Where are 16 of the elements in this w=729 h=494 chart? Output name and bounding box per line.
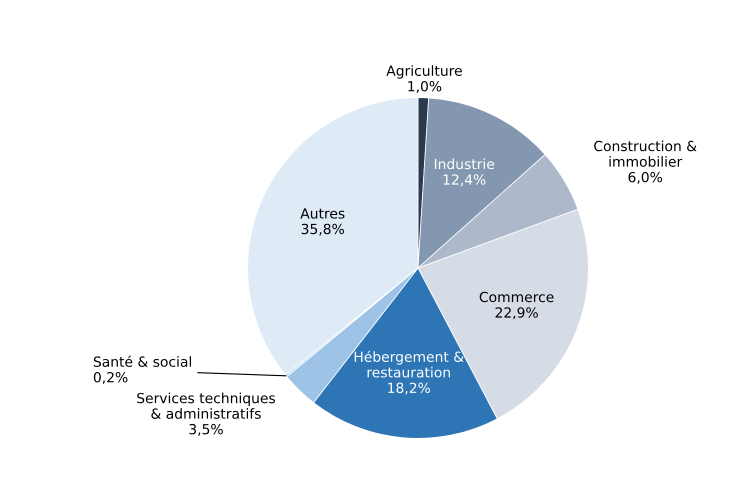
slice-label: Autres [300,208,344,219]
data-label: 18,2% [388,382,430,395]
data-label: 3,5% [189,424,223,436]
data-label: 0,2% [94,372,128,384]
data-label: 22,9% [496,307,538,320]
data-label: 6,0% [628,172,662,184]
slice-label: Agriculture [386,65,462,79]
slice-label: Santé & social [94,356,191,367]
slice-label: Hébergement & restauration [354,350,464,378]
data-label: 1,0% [408,80,442,93]
slice-label: Commerce [480,292,554,302]
data-label: 12,4% [444,174,486,186]
slice-label: Construction & immobilier [594,140,697,167]
slice-label: Services techniques & administratifs [137,392,276,419]
slice-label: Industrie [434,158,494,170]
data-label: 35,8% [302,224,344,236]
